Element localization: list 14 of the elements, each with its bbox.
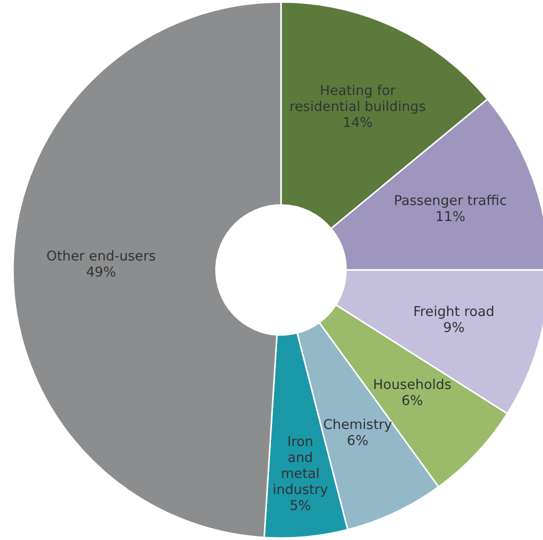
data-label: 49% xyxy=(86,264,116,280)
slice-label: Freight road xyxy=(413,304,494,320)
data-label: 5% xyxy=(290,498,312,514)
slice-label: Other end-users xyxy=(46,248,156,264)
data-label: 6% xyxy=(402,392,424,409)
slice-label: Passenger traffic xyxy=(394,192,507,209)
data-label: 6% xyxy=(346,432,369,449)
slice-label: Iron and metal industry xyxy=(272,434,328,498)
data-label: 9% xyxy=(443,320,465,336)
slice-label: Heating for residential buildings xyxy=(290,82,426,115)
slice-label: Chemistry xyxy=(323,416,392,433)
data-label: 11% xyxy=(435,208,466,225)
data-label: 14% xyxy=(342,114,373,131)
slice-label: Households xyxy=(372,376,452,393)
